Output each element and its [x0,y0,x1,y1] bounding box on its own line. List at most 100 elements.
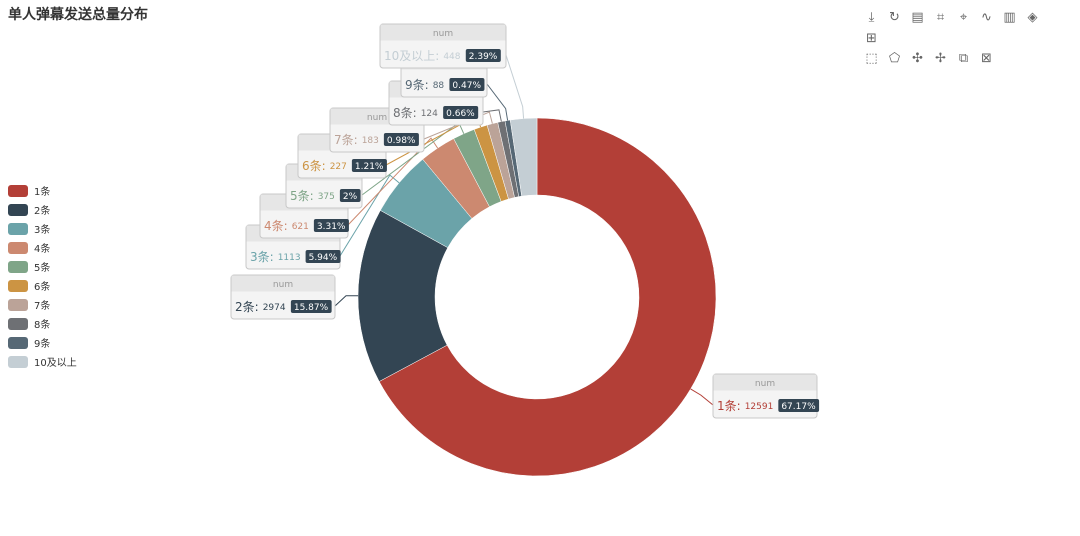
legend-swatch [8,317,28,330]
legend-label: 8条 [34,320,51,331]
zoom-reset-icon[interactable]: ⌖ [959,10,968,25]
label-value: 183 [362,136,379,146]
label-value: 448 [443,52,460,62]
legend-label: 9条 [34,339,51,350]
label-category: 6条: [302,159,326,173]
label-percent-badge [443,106,479,119]
legend-item[interactable]: 10及以上 [8,352,77,371]
label-percent-badge [351,159,387,172]
label-header-bg [380,24,506,41]
legend-item[interactable]: 5条 [8,257,77,276]
legend: 1条 2条 3条 4条 5条 6条 7条 8条 9条 10及以上 [8,181,77,371]
zoom-icon[interactable]: ⌗ [936,10,945,25]
brush-icon[interactable]: ⧉ [958,51,969,66]
label-series-name: num [273,280,293,290]
label-category: 2条: [235,300,259,314]
label-percent: 1.21% [355,162,384,172]
label-value: 227 [330,162,347,172]
slice-label[interactable]: num 10及以上: 448 2.39% [379,23,525,119]
slice-label[interactable]: num 1条: 12591 67.17% [690,373,820,419]
label-percent: 5.94% [309,253,338,263]
data-view-icon[interactable]: ▤ [911,10,924,25]
leader-line [690,388,714,406]
label-category: 1条: [717,399,741,413]
label-category: 3条: [250,250,274,264]
label-value: 2974 [263,303,286,313]
label-value: 375 [318,192,335,202]
legend-swatch [8,336,28,349]
tiled-icon[interactable]: ⊞ [866,30,877,46]
label-percent: 2.39% [469,52,498,62]
polygon-select-icon[interactable]: ⬠ [888,51,901,66]
legend-item[interactable]: 4条 [8,238,77,257]
leader-line [423,111,493,140]
legend-swatch [8,355,28,368]
legend-label: 2条 [34,206,51,217]
legend-swatch [8,279,28,292]
slice-1[interactable] [378,117,717,477]
label-percent-badge [465,49,501,62]
label-value: 621 [292,222,309,232]
slice-label[interactable]: num 2条: 2974 15.87% [230,274,359,320]
legend-item[interactable]: 1条 [8,181,77,200]
clear-select-icon[interactable]: ✢ [935,51,946,66]
legend-swatch [8,203,28,216]
label-category: 10及以上: [384,49,439,63]
legend-item[interactable]: 6条 [8,276,77,295]
line-chart-icon[interactable]: ∿ [981,10,992,25]
label-percent: 0.66% [446,109,475,119]
stack-icon[interactable]: ◈ [1027,10,1038,25]
legend-swatch [8,260,28,273]
legend-label: 4条 [34,244,51,255]
label-percent-badge [383,133,419,146]
legend-label: 5条 [34,263,51,274]
label-series-name: num [755,379,775,389]
legend-item[interactable]: 3条 [8,219,77,238]
leader-line [334,295,359,307]
download-icon[interactable]: ⤓ [868,10,875,25]
label-header-bg [231,275,335,292]
label-percent-badge [339,189,361,202]
slice-10[interactable] [509,117,538,197]
leader-line [347,137,439,226]
legend-label: 10及以上 [34,358,77,369]
leader-line [486,83,509,121]
legend-item[interactable]: 9条 [8,333,77,352]
label-category: 4条: [264,219,288,233]
label-percent: 67.17% [781,402,816,412]
legend-item[interactable]: 2条 [8,200,77,219]
label-percent-badge [313,219,349,232]
label-series-name: num [433,29,453,39]
legend-label: 6条 [34,282,51,293]
refresh-icon[interactable]: ↻ [889,10,900,25]
label-value: 1113 [278,253,301,263]
label-category: 5条: [290,189,314,203]
leader-line [482,109,502,122]
legend-label: 1条 [34,187,51,198]
legend-swatch [8,298,28,311]
label-percent-badge [449,78,485,91]
keep-select-icon[interactable]: ✣ [912,51,923,66]
label-header-bg [713,374,817,391]
bar-chart-icon[interactable]: ▥ [1003,10,1016,25]
clear-brush-icon[interactable]: ⊠ [981,51,992,66]
leader-line [505,54,525,119]
chart-title: 单人弹幕发送总量分布 [8,7,148,23]
label-category: 8条: [393,106,417,120]
legend-swatch [8,241,28,254]
legend-item[interactable]: 8条 [8,314,77,333]
rect-select-icon[interactable]: ⬚ [865,51,878,66]
legend-label: 3条 [34,225,51,236]
legend-item[interactable]: 7条 [8,295,77,314]
label-percent: 0.47% [452,81,481,91]
label-percent: 2% [343,192,358,202]
legend-swatch [8,222,28,235]
label-percent-badge [290,300,332,313]
label-percent: 3.31% [317,222,346,232]
leader-line [339,174,400,257]
label-value: 12591 [745,402,774,412]
legend-label: 7条 [34,301,51,312]
label-percent-badge [305,250,341,263]
label-percent: 15.87% [294,303,329,313]
